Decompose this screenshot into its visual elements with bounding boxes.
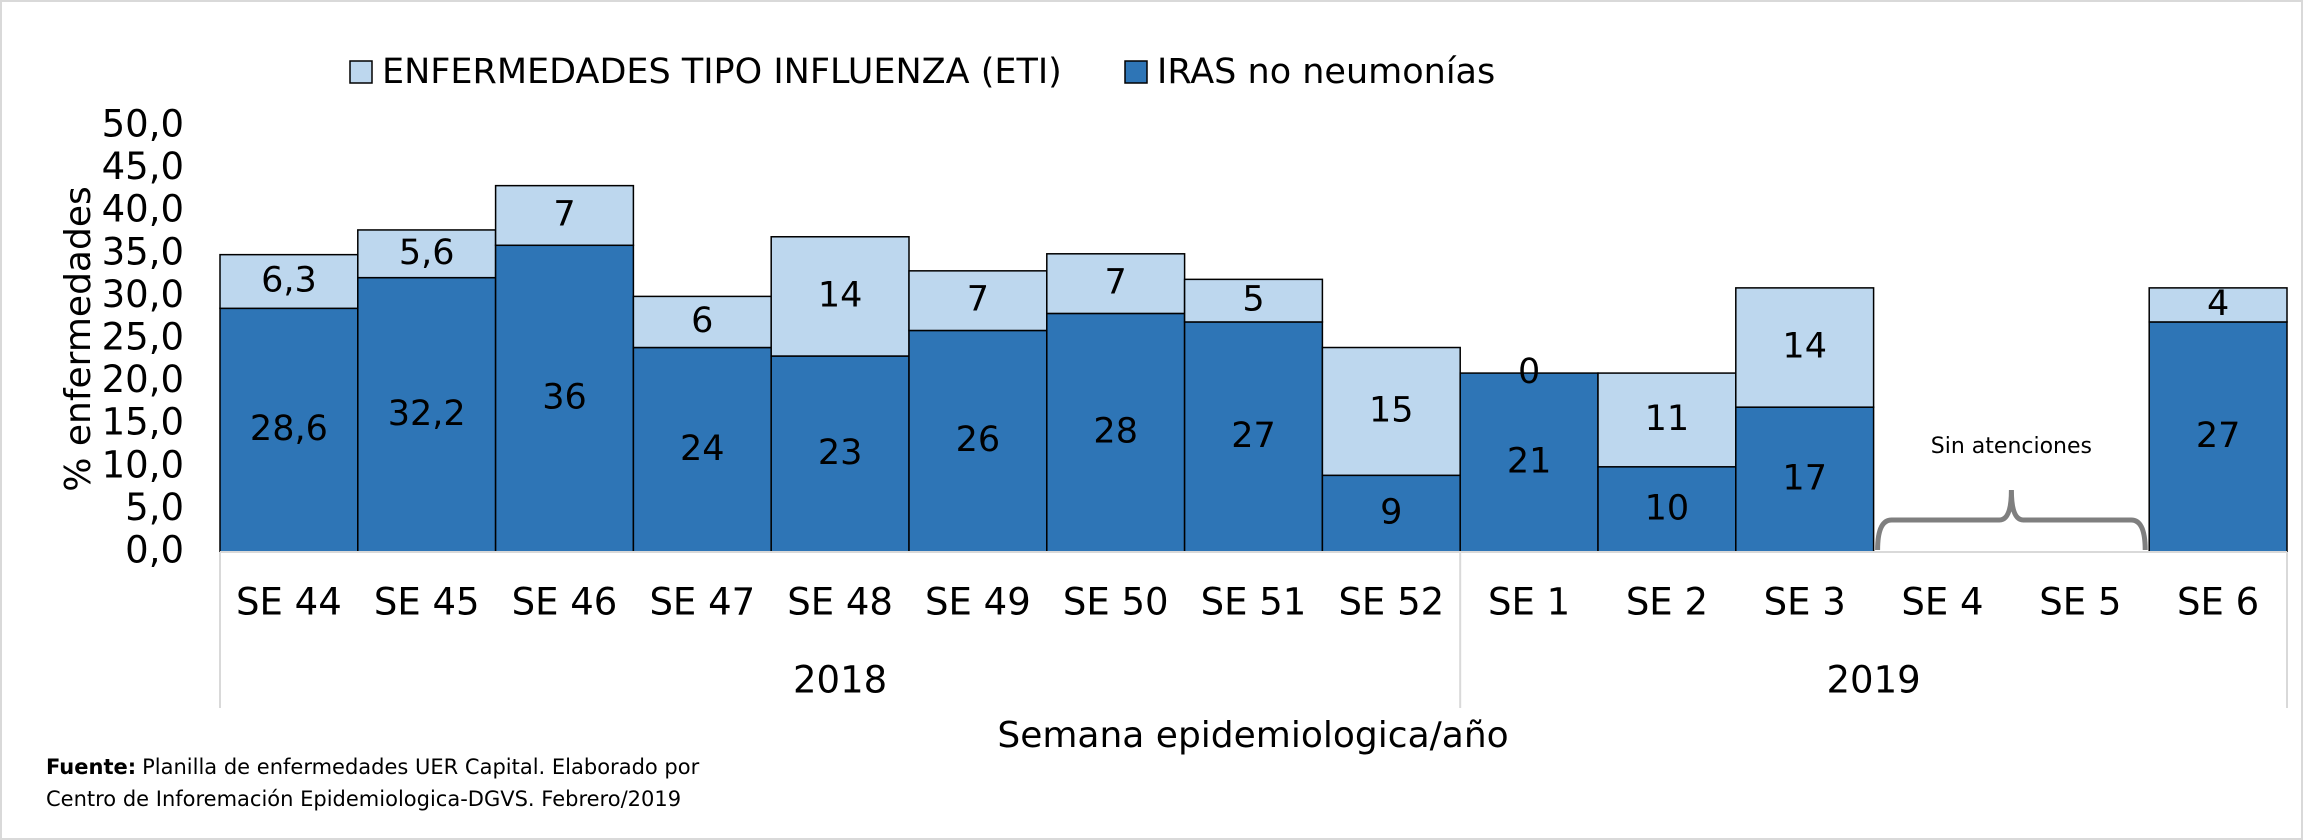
legend-swatch [349,60,373,84]
bar-segment [1183,278,1324,323]
x-tick-label: SE 47 [649,581,755,624]
bar-segment [2148,321,2288,553]
bar-segment [1597,372,1737,468]
data-label: 26 [956,420,1001,460]
x-tick-label: SE 6 [2177,581,2259,624]
data-label: 17 [1782,459,1827,499]
group-label: 2018 [793,659,887,702]
data-label: 4 [2207,284,2229,324]
data-label: 5,6 [399,233,455,273]
bar-segment [1597,466,1737,553]
data-label: 14 [818,275,863,315]
data-label: 24 [680,429,725,469]
legend-label: ENFERMEDADES TIPO INFLUENZA (ETI) [382,52,1062,92]
data-label: 28,6 [250,409,328,449]
y-tick-label: 0,0 [125,529,184,572]
y-tick-label: 35,0 [102,230,184,273]
bar-segment [1735,287,1875,408]
group-label: 2019 [1827,659,1921,702]
data-label: 5 [1242,280,1264,320]
annotation: Sin atenciones [1931,434,2092,459]
bar-segment [494,184,635,247]
x-tick-label: SE 45 [374,581,480,624]
y-tick-label: 50,0 [102,103,184,146]
legend-swatch [1124,60,1148,84]
x-tick-label: SE 46 [512,581,618,624]
source-line: Fuente: Planilla de enfermedades UER Capi… [46,755,700,779]
bar-segment [1321,346,1461,477]
y-tick-label: 5,0 [125,486,184,529]
x-tick-label: SE 52 [1338,581,1444,624]
bar-segment [908,329,1048,553]
data-label: 15 [1369,390,1414,430]
bar-segment [219,307,359,553]
x-tick-label: SE 1 [1488,581,1570,624]
x-tick-label: SE 2 [1626,581,1708,624]
bar-segment [2148,287,2288,323]
bar-segment [357,229,497,279]
bar-segment [908,270,1048,332]
bar-segment [632,295,772,349]
x-tick-label: SE 50 [1063,581,1169,624]
brace [1875,489,2148,551]
y-axis-label: % enfermedades [58,186,99,492]
data-label: 32,2 [388,394,466,434]
y-tick-label: 10,0 [102,443,184,486]
bar-segment [219,253,359,310]
x-tick-label: SE 3 [1764,581,1846,624]
data-label: 6,3 [261,260,317,300]
x-tick-label: SE 51 [1201,581,1307,624]
x-tick-label: SE 44 [236,581,342,624]
data-label: 27 [2196,416,2241,456]
data-label: 6 [691,301,713,341]
data-label: 27 [1231,416,1276,456]
x-axis-label: Semana epidemiologica/año [997,715,1508,756]
data-label: 11 [1645,399,1690,439]
y-tick-label: 30,0 [102,273,184,316]
y-tick-label: 40,0 [102,188,184,231]
data-label: 7 [1105,263,1127,303]
bar-segment [1183,321,1324,553]
x-tick-label: SE 5 [2039,581,2121,624]
data-label: 10 [1645,488,1690,528]
bar-segment [1321,474,1461,553]
data-label: 23 [818,433,863,473]
bar-segment [1459,372,1599,553]
bar-segment [632,346,772,553]
bar-segment [770,355,910,553]
bar-segment [494,244,635,553]
data-label: 14 [1782,327,1827,367]
data-label: 21 [1507,442,1552,482]
bar-segment [357,276,497,553]
x-tick-label: SE 49 [925,581,1031,624]
data-label: 36 [542,378,587,418]
data-label: 7 [553,194,575,234]
source-label: Fuente: [46,755,136,779]
y-tick-label: 20,0 [102,358,184,401]
source-line: Centro de Inforemación Epidemiologica-DG… [46,787,681,811]
x-tick-label: SE 48 [787,581,893,624]
data-label: 28 [1093,412,1138,452]
data-label: 0 [1518,352,1540,392]
data-label: 9 [1380,493,1402,533]
y-tick-label: 45,0 [102,145,184,188]
bar-segment [1735,406,1875,553]
y-tick-label: 15,0 [102,401,184,444]
legend-label: IRAS no neumonías [1157,52,1495,92]
y-tick-label: 25,0 [102,316,184,359]
source-text: Planilla de enfermedades UER Capital. El… [142,755,699,779]
x-tick-label: SE 4 [1901,581,1983,624]
data-label: 7 [967,280,989,320]
